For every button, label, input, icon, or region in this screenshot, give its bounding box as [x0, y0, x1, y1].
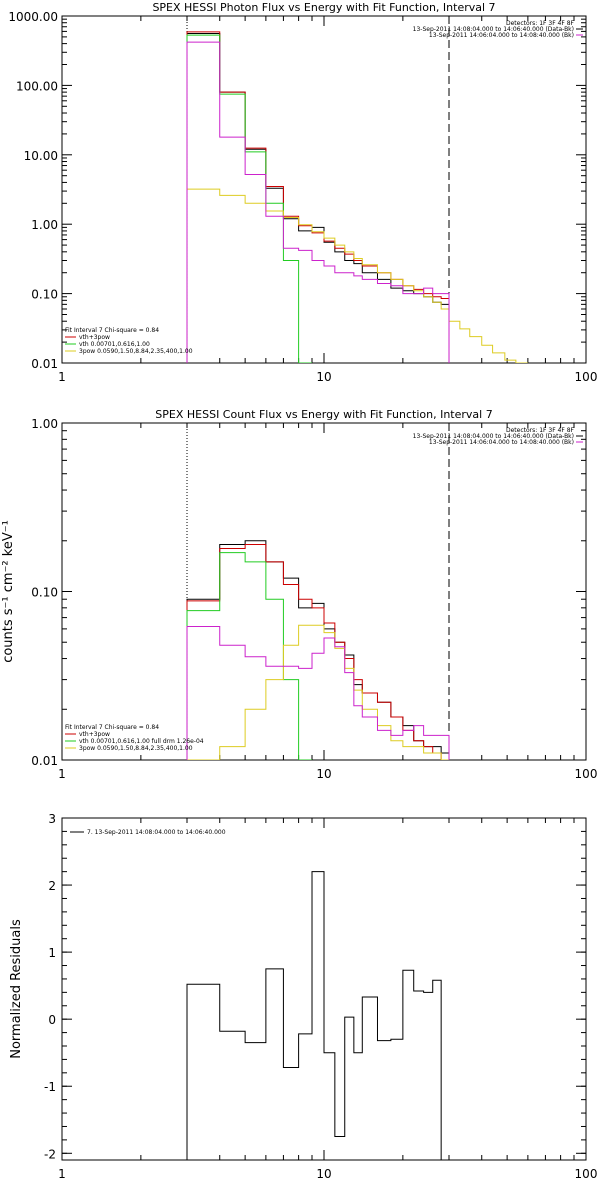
- series-group: [186, 540, 450, 760]
- series-line-1: [186, 32, 450, 363]
- legend-label: 3pow 0.0590,1.50,8.84,2.35,400,1.00: [79, 745, 193, 752]
- series-group: [186, 871, 450, 1160]
- legend-title: Fit Interval 7 Chi-square = 0.84: [65, 327, 159, 334]
- legend-label: vth+3pow: [79, 334, 110, 341]
- y-tick-label: 0: [48, 1013, 56, 1027]
- plot-frame: [61, 422, 587, 761]
- series-line-1: [186, 540, 450, 760]
- y-tick-label: 1000.00: [8, 10, 58, 24]
- panel-2: SPEX HESSI Count Flux vs Energy with Fit…: [1, 408, 597, 781]
- x-tick-label: 10: [316, 1167, 331, 1181]
- info-line: Detectors: 1F 3F 4F 8F: [506, 20, 575, 27]
- y-tick-label: 0.01: [31, 357, 58, 371]
- series-line-3: [186, 552, 313, 760]
- y-tick-label: 10.00: [24, 149, 58, 163]
- x-tick-label: 1: [58, 1167, 66, 1181]
- series-line-4: [186, 188, 528, 363]
- legend-label: 3pow 0.0590,1.50,8.84,2.35,400,1.00: [79, 348, 193, 355]
- chart-title: SPEX HESSI Count Flux vs Energy with Fit…: [155, 408, 492, 421]
- series-group: [186, 31, 528, 363]
- info-line: 13-Sep-2011 14:06:04.000 to 14:08:40.000…: [429, 439, 574, 446]
- panel-1: SPEX HESSI Photon Flux vs Energy with Fi…: [8, 1, 597, 384]
- chart-title: SPEX HESSI Photon Flux vs Energy with Fi…: [152, 1, 495, 14]
- x-tick-label: 10: [316, 767, 331, 781]
- series-line-2: [186, 31, 450, 363]
- y-tick-label: 2: [48, 879, 56, 893]
- y-tick-label: 100.00: [16, 79, 58, 93]
- plot-frame: [61, 15, 587, 364]
- series-line-5: [186, 625, 450, 760]
- legend-label: 7. 13-Sep-2011 14:08:04.000 to 14:06:40.…: [87, 829, 226, 836]
- x-tick-label: 10: [316, 370, 331, 384]
- panel-3: 1 10 100 -2 -1 0 1 2 3 Normalized Residuals 7. 13-…: [9, 812, 597, 1181]
- x-tick-label: 100: [575, 370, 598, 384]
- y-tick-label: -2: [44, 1147, 56, 1161]
- info-line: 13-Sep-2011 14:08:04.000 to 14:06:40.000…: [413, 433, 574, 440]
- x-tick-label: 100: [575, 1167, 598, 1181]
- legend-title: Fit Interval 7 Chi-square = 0.84: [65, 724, 159, 731]
- y-tick-label: 1.00: [31, 417, 58, 431]
- y-tick-label: -1: [44, 1080, 56, 1094]
- info-line: Detectors: 1F 3F 4F 8F: [506, 427, 575, 434]
- y-tick-label: 1: [48, 946, 56, 960]
- legend-label: vth 0.00701,0.616,1.00: [79, 341, 150, 348]
- info-line: 13-Sep-2011 14:08:04.000 to 14:06:40.000…: [413, 26, 574, 33]
- info-line: 13-Sep-2011 14:06:04.000 to 14:08:40.000…: [429, 32, 574, 39]
- legend-label: vth 0.00701,0.616,1.00 full drm 1.26e-04: [79, 738, 204, 745]
- series-line-1: [186, 871, 450, 1160]
- y-tick-label: 3: [48, 812, 56, 826]
- legend-label: vth+3pow: [79, 731, 110, 738]
- y-axis-label: counts s⁻¹ cm⁻² keV⁻¹: [1, 520, 16, 663]
- series-line-2: [186, 544, 450, 760]
- y-tick-label: 1.00: [31, 218, 58, 232]
- series-line-3: [186, 34, 313, 363]
- series-line-5: [186, 41, 450, 363]
- x-tick-label: 1: [58, 767, 66, 781]
- x-tick-label: 100: [575, 767, 598, 781]
- y-tick-label: 0.10: [31, 586, 58, 600]
- y-tick-label: 0.01: [31, 754, 58, 768]
- y-tick-label: 0.10: [31, 288, 58, 302]
- y-axis-label: Normalized Residuals: [9, 919, 24, 1059]
- x-tick-label: 1: [58, 370, 66, 384]
